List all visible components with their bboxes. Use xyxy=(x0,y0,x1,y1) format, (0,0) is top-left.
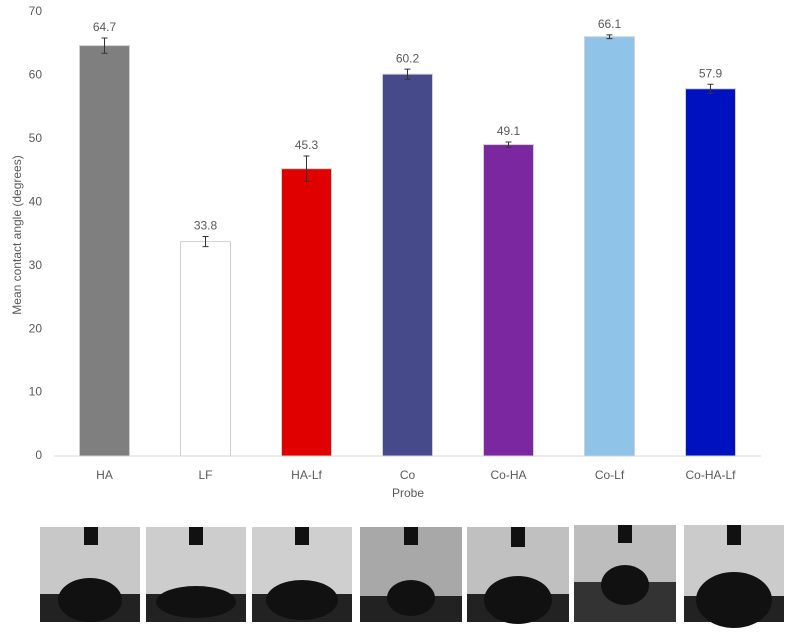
x-tick-label: Co-Lf xyxy=(595,468,625,482)
bar xyxy=(180,241,231,457)
value-label: 49.1 xyxy=(497,124,521,138)
y-axis-title: Mean contact angle (degrees) xyxy=(10,155,24,314)
value-label: 66.1 xyxy=(598,17,622,31)
x-tick-label: Co xyxy=(400,468,416,482)
error-bar xyxy=(606,34,613,40)
photo xyxy=(40,527,140,622)
y-tick-label: 10 xyxy=(29,385,43,399)
value-label: 33.8 xyxy=(194,219,218,233)
photo xyxy=(467,527,569,624)
photo xyxy=(684,525,784,628)
y-tick-label: 20 xyxy=(29,321,43,335)
y-tick-label: 60 xyxy=(29,68,43,82)
value-label: 60.2 xyxy=(396,51,420,65)
error-bar xyxy=(707,83,714,94)
value-label: 57.9 xyxy=(699,66,723,80)
x-tick-label: LF xyxy=(198,468,212,482)
x-tick-label: Co-HA xyxy=(490,468,526,482)
photo xyxy=(574,525,676,622)
y-tick-label: 0 xyxy=(35,448,42,462)
photo xyxy=(146,527,246,622)
bar xyxy=(685,88,736,457)
y-tick-label: 50 xyxy=(29,131,43,145)
value-label: 45.3 xyxy=(295,138,319,152)
x-axis-title: Probe xyxy=(392,486,424,500)
bar xyxy=(281,168,332,457)
bar xyxy=(483,144,534,457)
error-bar xyxy=(202,236,209,248)
x-tick-label: HA xyxy=(96,468,113,482)
bar xyxy=(584,36,635,457)
bar xyxy=(79,45,130,457)
bar xyxy=(382,73,433,457)
error-bar xyxy=(404,68,411,80)
y-tick-label: 70 xyxy=(29,4,43,18)
photo xyxy=(252,527,352,622)
droplet-photos xyxy=(40,525,784,628)
value-label: 64.7 xyxy=(93,20,117,34)
photo xyxy=(360,527,462,622)
x-tick-label: Co-HA-Lf xyxy=(685,468,736,482)
error-bar xyxy=(303,155,310,182)
error-bar xyxy=(505,141,512,148)
error-bar xyxy=(101,37,108,54)
y-tick-label: 40 xyxy=(29,194,43,208)
y-tick-label: 30 xyxy=(29,258,43,272)
x-tick-label: HA-Lf xyxy=(291,468,322,482)
